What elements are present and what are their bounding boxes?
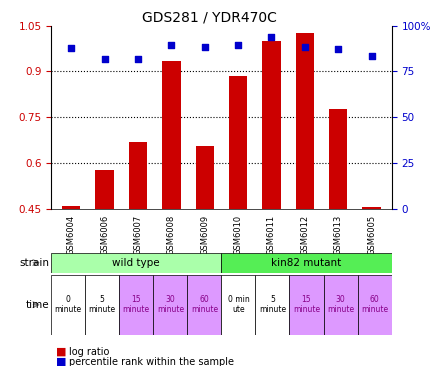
- Bar: [290, 274, 324, 335]
- Bar: [222, 274, 255, 335]
- Bar: [187, 274, 222, 335]
- Text: 30
minute: 30 minute: [157, 295, 184, 314]
- Bar: [62, 206, 81, 209]
- Point: [268, 34, 275, 40]
- Text: strain: strain: [19, 258, 49, 268]
- Point: [235, 42, 242, 48]
- Text: 60
minute: 60 minute: [361, 295, 388, 314]
- Bar: [153, 274, 187, 335]
- Text: 30
minute: 30 minute: [327, 295, 354, 314]
- Point: [68, 46, 75, 52]
- Point: [335, 46, 342, 52]
- Bar: [51, 253, 222, 273]
- Bar: [162, 61, 181, 209]
- Point: [201, 44, 208, 49]
- Bar: [295, 33, 314, 209]
- Text: 5
minute: 5 minute: [259, 295, 286, 314]
- Text: wild type: wild type: [113, 258, 160, 268]
- Text: 5
minute: 5 minute: [89, 295, 116, 314]
- Bar: [85, 274, 119, 335]
- Point: [101, 56, 108, 61]
- Bar: [329, 109, 348, 209]
- Text: kin82 mutant: kin82 mutant: [271, 258, 342, 268]
- Text: 0 min
ute: 0 min ute: [227, 295, 249, 314]
- Bar: [129, 142, 147, 209]
- Bar: [51, 274, 85, 335]
- Text: ■: ■: [56, 356, 66, 366]
- Text: 15
minute: 15 minute: [123, 295, 150, 314]
- Text: 60
minute: 60 minute: [191, 295, 218, 314]
- Text: 15
minute: 15 minute: [293, 295, 320, 314]
- Point: [168, 42, 175, 48]
- Bar: [119, 274, 153, 335]
- Bar: [324, 274, 358, 335]
- Bar: [358, 274, 392, 335]
- Bar: [95, 171, 114, 209]
- Text: GDS281 / YDR470C: GDS281 / YDR470C: [142, 11, 277, 25]
- Text: percentile rank within the sample: percentile rank within the sample: [69, 356, 234, 366]
- Bar: [195, 146, 214, 209]
- Bar: [255, 274, 290, 335]
- Text: log ratio: log ratio: [69, 347, 109, 357]
- Point: [368, 53, 375, 59]
- Point: [301, 44, 308, 49]
- Text: 0
minute: 0 minute: [55, 295, 82, 314]
- Text: time: time: [25, 300, 49, 310]
- Bar: [222, 253, 392, 273]
- Text: ■: ■: [56, 347, 66, 357]
- Bar: [262, 41, 281, 209]
- Bar: [362, 207, 381, 209]
- Point: [134, 56, 142, 61]
- Bar: [229, 76, 247, 209]
